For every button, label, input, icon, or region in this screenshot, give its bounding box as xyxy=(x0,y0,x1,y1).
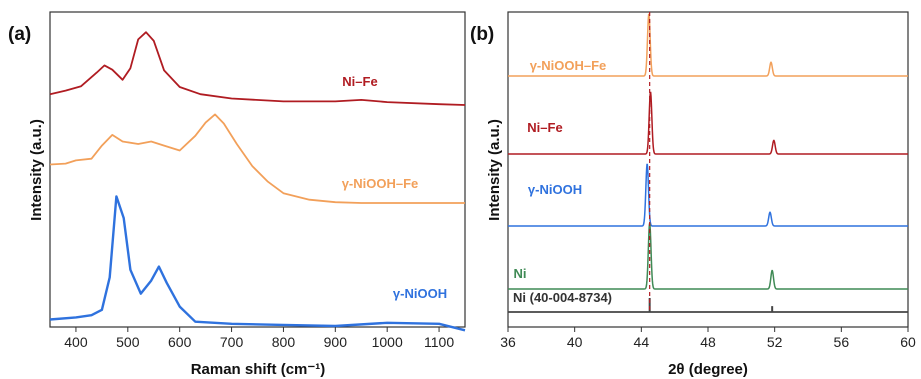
tick-label-a: 900 xyxy=(324,334,348,350)
tick-label-b: 36 xyxy=(500,334,516,350)
series-label-b-ni-fe: Ni–Fe xyxy=(527,120,562,135)
chart-a-ylabel: Intensity (a.u.) xyxy=(28,119,45,221)
tick-label-b: 52 xyxy=(767,334,783,350)
series-a-niooh-fe xyxy=(49,113,465,204)
chart-b: (b) 36 40 44 48 52 56 60 γ-NiOOH–Fe Ni–Fe γ-NiOO… xyxy=(470,11,916,378)
series-label-b-ni: Ni xyxy=(514,266,527,281)
series-b-niooh xyxy=(508,163,908,227)
tick-label-b: 48 xyxy=(700,334,716,350)
chart-a: (a) 400 500 600 700 800 900 1000 1100 Ni–Fe γ-Ni… xyxy=(8,11,466,378)
chart-a-frame xyxy=(49,11,466,328)
panel-a-label: (a) xyxy=(8,24,31,45)
series-label-b-niooh: γ-NiOOH xyxy=(528,182,582,197)
tick-label-a: 800 xyxy=(272,334,296,350)
tick-label-a: 400 xyxy=(64,334,88,350)
series-label-a-ni-fe: Ni–Fe xyxy=(342,74,377,89)
series-a-ni-fe xyxy=(49,31,466,106)
series-label-a-niooh-fe: γ-NiOOH–Fe xyxy=(342,176,419,191)
tick-label-a: 600 xyxy=(168,334,192,350)
panel-b-label: (b) xyxy=(470,24,494,45)
series-label-a-niooh: γ-NiOOH xyxy=(393,286,447,301)
series-b-ni xyxy=(508,222,908,290)
reference-label: Ni (40-004-8734) xyxy=(513,290,612,305)
tick-label-b: 60 xyxy=(900,334,916,350)
tick-label-b: 44 xyxy=(634,334,650,350)
series-b-niooh-fe xyxy=(508,13,908,77)
series-b-ni-fe xyxy=(508,91,908,155)
tick-label-a: 500 xyxy=(116,334,140,350)
tick-label-a: 1000 xyxy=(372,334,403,350)
tick-label-a: 700 xyxy=(220,334,244,350)
tick-label-b: 56 xyxy=(834,334,850,350)
chart-b-ylabel: Intensity (a.u.) xyxy=(486,119,503,221)
chart-b-xlabel: 2θ (degree) xyxy=(668,361,748,378)
series-a-niooh xyxy=(49,195,466,332)
chart-a-xlabel: Raman shift (cm⁻¹) xyxy=(191,361,326,378)
tick-label-b: 40 xyxy=(567,334,583,350)
tick-label-a: 1100 xyxy=(424,334,454,350)
series-label-b-niooh-fe: γ-NiOOH–Fe xyxy=(530,58,607,73)
